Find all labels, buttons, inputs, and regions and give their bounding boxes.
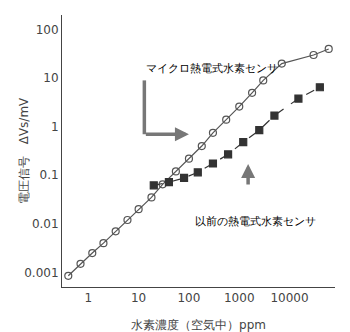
svg-text:電圧信号 ΔVs/mV: 電圧信号 ΔVs/mV xyxy=(17,97,31,204)
svg-text:以前の熱電式水素センサ: 以前の熱電式水素センサ xyxy=(195,215,316,228)
svg-text:0.1: 0.1 xyxy=(40,168,59,182)
svg-text:1: 1 xyxy=(84,291,92,305)
svg-text:10: 10 xyxy=(43,71,58,85)
svg-text:水素濃度（空気中）ppm: 水素濃度（空気中）ppm xyxy=(131,318,266,332)
svg-text:100: 100 xyxy=(177,291,200,305)
svg-text:0.01: 0.01 xyxy=(32,217,59,231)
svg-text:1: 1 xyxy=(51,120,59,134)
svg-text:マイクロ熱電式水素センサ: マイクロ熱電式水素センサ xyxy=(146,62,278,75)
svg-text:10: 10 xyxy=(131,291,146,305)
svg-text:100: 100 xyxy=(36,23,59,37)
svg-text:0.001: 0.001 xyxy=(24,266,58,280)
svg-text:10000: 10000 xyxy=(270,291,308,305)
svg-text:1000: 1000 xyxy=(224,291,255,305)
